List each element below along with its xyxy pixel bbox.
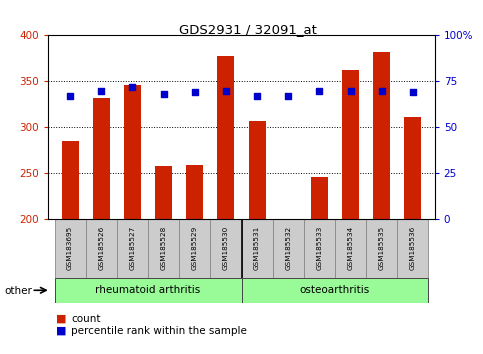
Point [284,93,292,99]
Bar [155,166,172,219]
Text: GSM185530: GSM185530 [223,225,229,270]
Text: GSM185532: GSM185532 [285,225,291,270]
Text: GSM185534: GSM185534 [348,225,354,270]
Text: GSM183695: GSM183695 [67,225,73,270]
Bar [335,219,366,278]
Point [347,88,355,93]
Text: GSM185527: GSM185527 [129,225,135,270]
Point [98,88,105,93]
Text: percentile rank within the sample: percentile rank within the sample [71,326,247,336]
Bar [148,219,179,278]
Point [128,84,136,90]
Point [253,93,261,99]
Bar [61,141,79,219]
Bar [404,117,422,219]
Bar [242,278,428,303]
Bar [179,219,210,278]
Text: rheumatoid arthritis: rheumatoid arthritis [95,285,200,295]
Text: GSM185528: GSM185528 [160,225,167,270]
Bar [117,219,148,278]
Text: GSM185531: GSM185531 [254,225,260,270]
Point [66,93,74,99]
Text: GSM185526: GSM185526 [98,225,104,270]
Text: GDS2931 / 32091_at: GDS2931 / 32091_at [179,23,316,36]
Point [191,90,199,95]
Point [160,91,168,97]
Bar [124,85,141,219]
Bar [280,218,297,219]
Point [315,88,323,93]
Point [222,88,230,93]
Bar [398,219,428,278]
Bar [311,177,328,219]
Text: GSM185533: GSM185533 [316,225,323,270]
Bar [242,219,273,278]
Bar [210,219,242,278]
Bar [217,56,234,219]
Bar [373,52,390,219]
Point [378,88,385,93]
Text: GSM185529: GSM185529 [192,225,198,270]
Bar [186,165,203,219]
Text: other: other [5,286,33,296]
Bar [342,70,359,219]
Text: count: count [71,314,101,324]
Bar [304,219,335,278]
Bar [366,219,398,278]
Point [409,90,417,95]
Text: osteoarthritis: osteoarthritis [300,285,370,295]
Text: ■: ■ [56,326,66,336]
Bar [55,278,242,303]
Text: GSM185535: GSM185535 [379,225,385,270]
Bar [249,121,266,219]
Text: ■: ■ [56,314,66,324]
Bar [273,219,304,278]
Bar [93,98,110,219]
Text: GSM185536: GSM185536 [410,225,416,270]
Bar [55,219,85,278]
Bar [85,219,117,278]
